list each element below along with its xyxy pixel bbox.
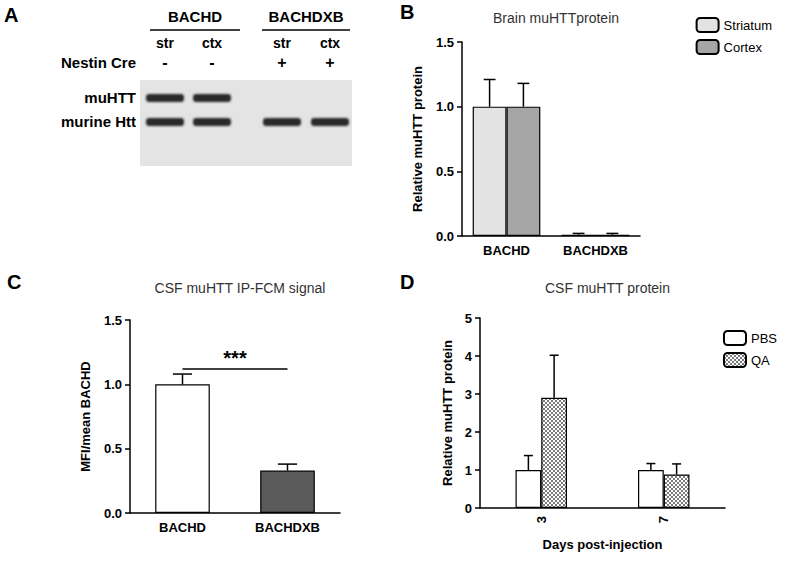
svg-text:str: str [273, 35, 291, 51]
svg-text:-: - [209, 54, 214, 71]
svg-text:0.5: 0.5 [436, 164, 454, 179]
svg-text:***: *** [223, 347, 247, 369]
svg-text:D: D [400, 271, 414, 293]
svg-text:BACHDXB: BACHDXB [255, 520, 320, 535]
svg-text:1.0: 1.0 [104, 377, 122, 392]
svg-text:0: 0 [465, 501, 472, 516]
svg-text:2: 2 [465, 425, 472, 440]
svg-text:1: 1 [465, 463, 472, 478]
svg-text:7: 7 [656, 516, 671, 523]
svg-text:CSF muHTT protein: CSF muHTT protein [545, 280, 670, 296]
svg-text:str: str [156, 35, 174, 51]
svg-text:+: + [325, 54, 334, 71]
svg-text:BACHD: BACHD [159, 520, 206, 535]
svg-text:0.0: 0.0 [436, 229, 454, 244]
svg-text:B: B [400, 1, 414, 23]
svg-text:Relative muHTT protein: Relative muHTT protein [440, 340, 455, 486]
svg-text:1.5: 1.5 [104, 313, 122, 328]
svg-text:QA: QA [751, 353, 770, 368]
svg-text:BACHD: BACHD [168, 8, 222, 25]
svg-text:MFI/mean BACHD: MFI/mean BACHD [78, 361, 93, 472]
svg-text:ctx: ctx [320, 35, 340, 51]
svg-text:CSF muHTT IP-FCM signal: CSF muHTT IP-FCM signal [155, 280, 326, 296]
svg-text:BACHD: BACHD [483, 243, 530, 258]
svg-text:Brain muHTTprotein: Brain muHTTprotein [493, 10, 619, 26]
svg-text:1.0: 1.0 [436, 99, 454, 114]
svg-text:5: 5 [465, 311, 472, 326]
svg-text:0.0: 0.0 [104, 506, 122, 521]
svg-text:3: 3 [465, 387, 472, 402]
svg-text:Days post-injection: Days post-injection [543, 537, 663, 552]
svg-text:C: C [7, 271, 21, 293]
svg-text:BACHDXB: BACHDXB [269, 8, 344, 25]
svg-text:3: 3 [534, 516, 549, 523]
svg-text:A: A [4, 4, 18, 26]
svg-text:PBS: PBS [751, 331, 777, 346]
svg-text:ctx: ctx [202, 35, 222, 51]
svg-text:murine Htt: murine Htt [61, 113, 136, 130]
svg-text:BACHDXB: BACHDXB [563, 243, 628, 258]
svg-text:Relative muHTT protein: Relative muHTT protein [410, 66, 425, 212]
svg-text:muHTT: muHTT [84, 89, 136, 106]
svg-text:0.5: 0.5 [104, 441, 122, 456]
svg-text:+: + [277, 54, 286, 71]
svg-text:1.5: 1.5 [436, 35, 454, 50]
svg-text:4: 4 [465, 349, 473, 364]
svg-text:Striatum: Striatum [724, 18, 772, 33]
svg-text:Cortex: Cortex [724, 40, 763, 55]
svg-text:Nestin Cre: Nestin Cre [61, 54, 136, 71]
svg-text:-: - [162, 54, 167, 71]
